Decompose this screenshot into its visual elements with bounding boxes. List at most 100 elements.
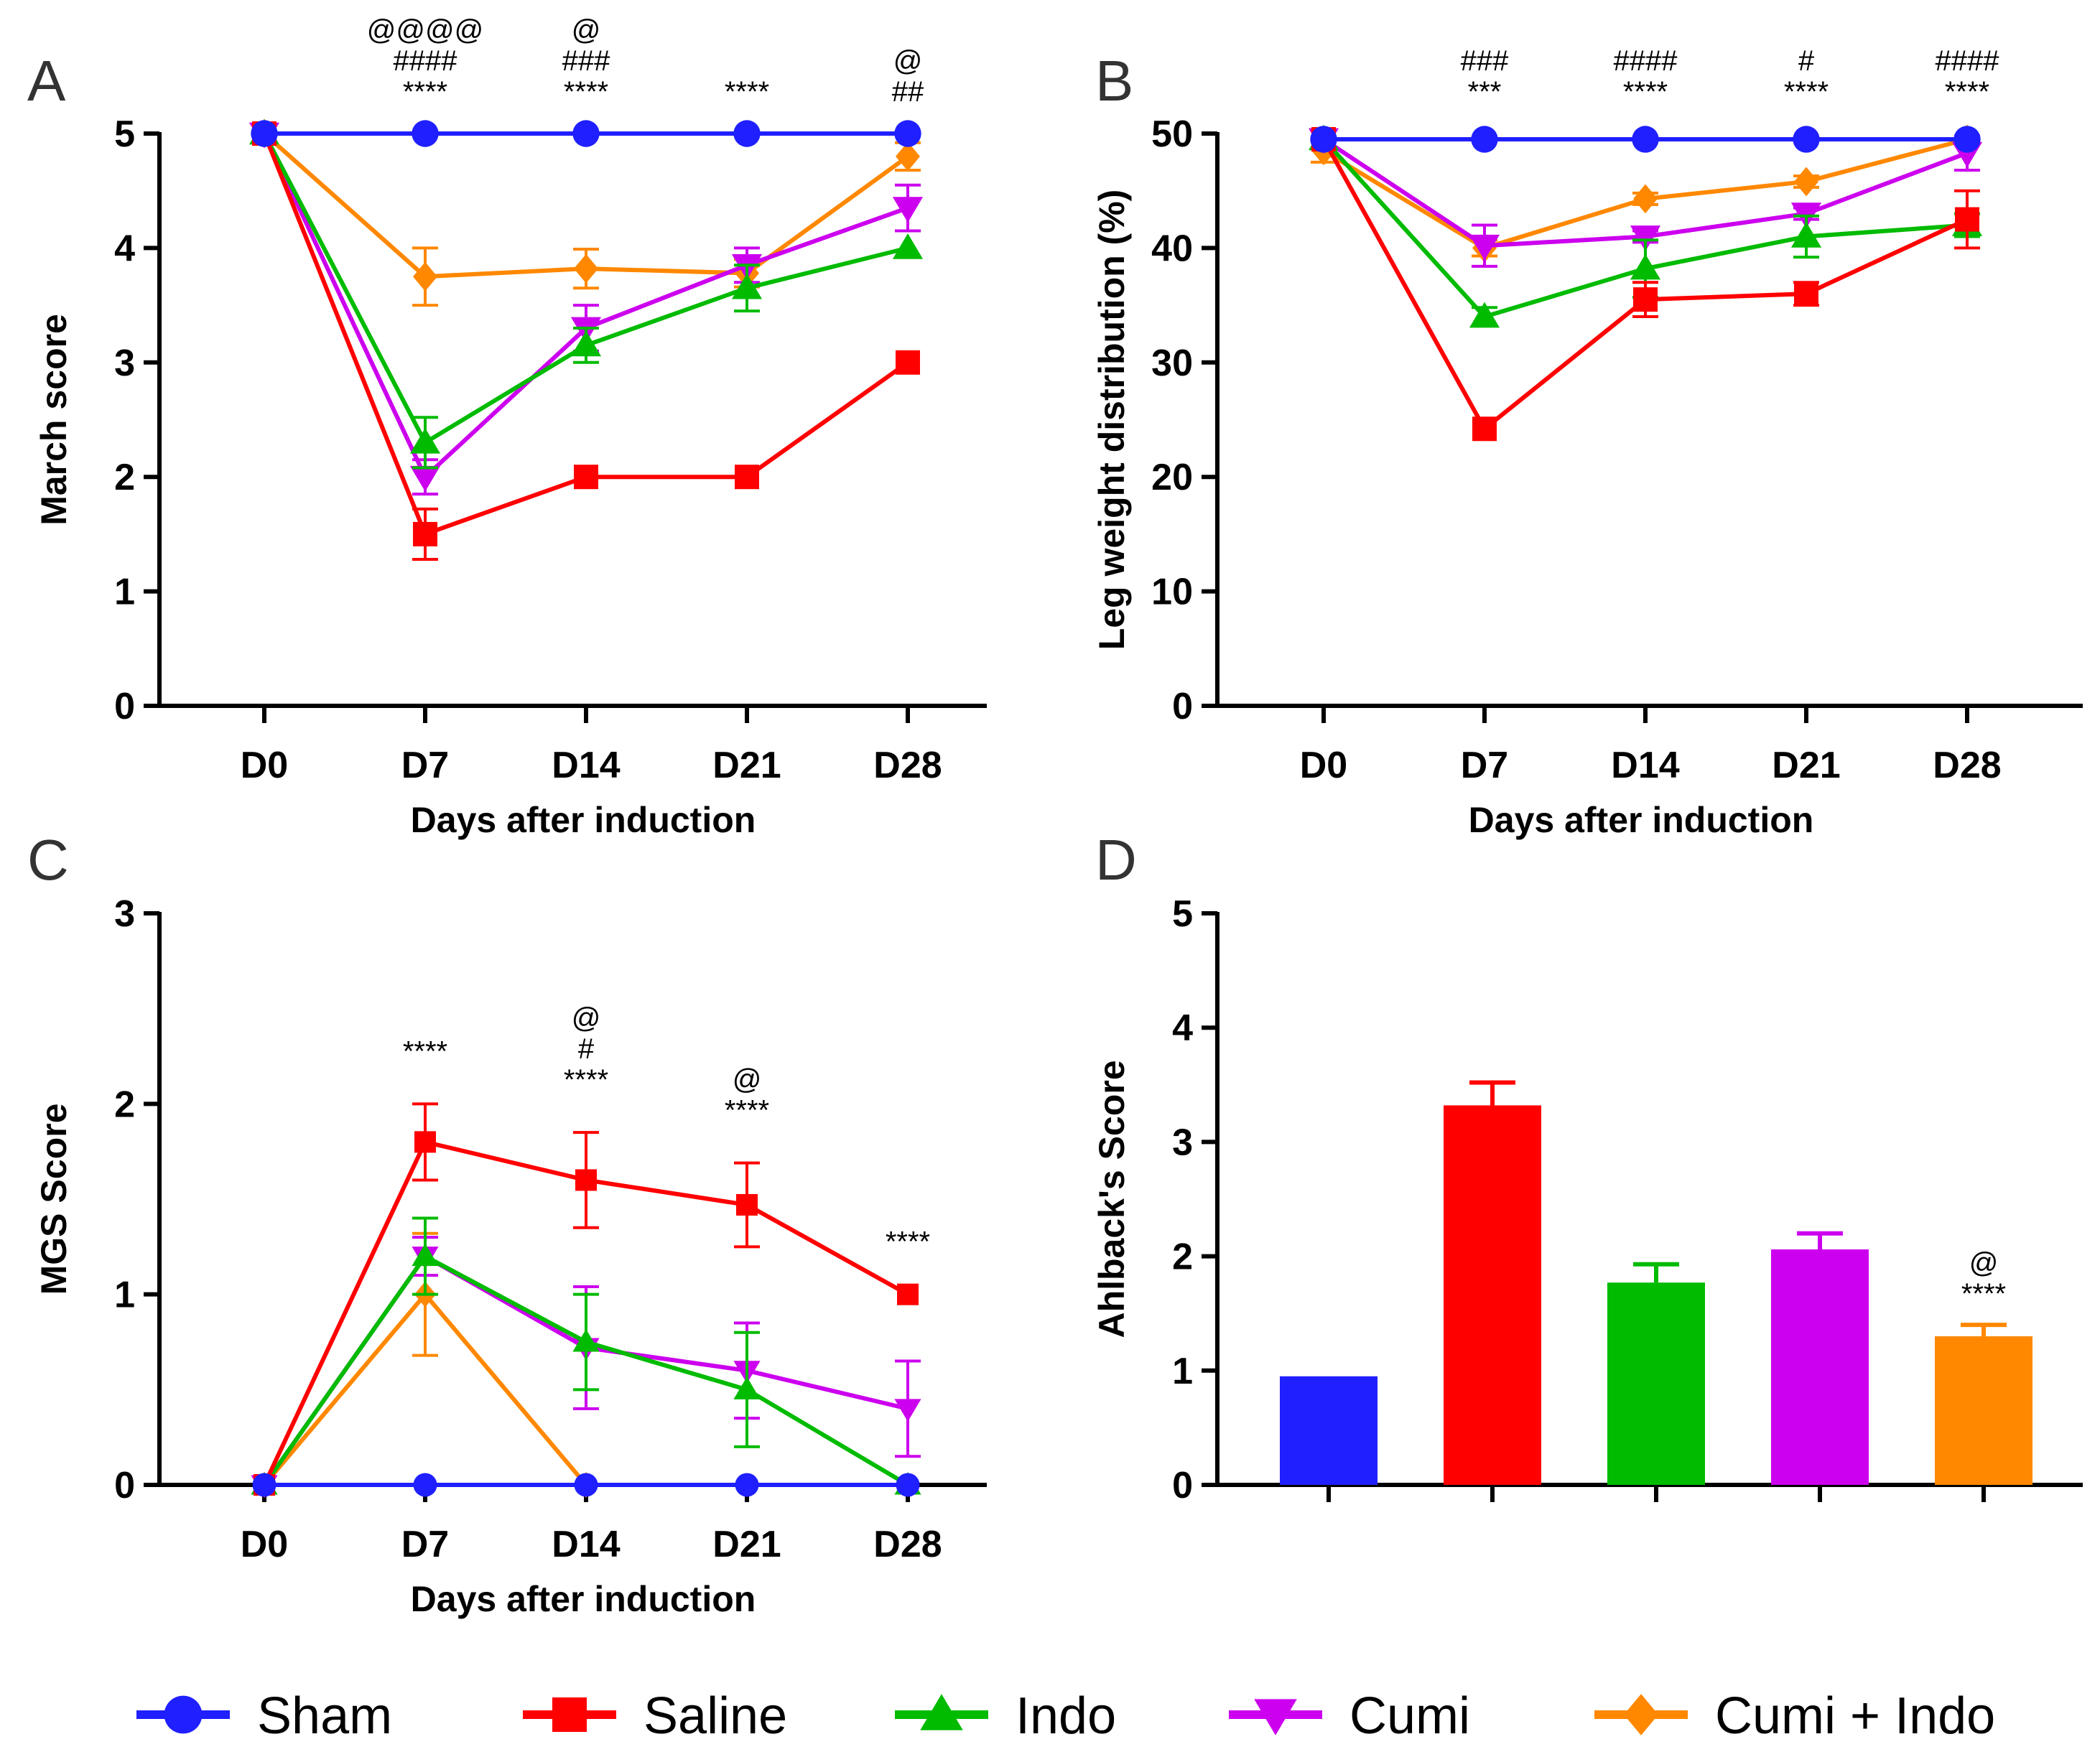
y-tick-label: 1 — [114, 1275, 135, 1316]
data-point — [1630, 225, 1661, 251]
data-point — [897, 1283, 919, 1305]
significance-label: ### — [562, 45, 610, 77]
panel-d: D 0 1 2 3 4 5 Ahlback's Score @**** — [1092, 828, 2083, 1506]
panel-b: B 0 10 20 30 40 50 D0 D7 D14 D21 D28 Days after indu… — [1092, 45, 2083, 840]
x-tick-label: D7 — [401, 1524, 449, 1565]
x-tick-label: D21 — [712, 1524, 781, 1565]
legend-marker — [164, 1695, 203, 1734]
y-tick-label: 4 — [114, 228, 135, 269]
significance-label: # — [578, 1033, 595, 1065]
x-axis-title: Days after induction — [411, 1579, 756, 1619]
data-point — [894, 1399, 921, 1422]
x-tick-label: D7 — [1461, 745, 1508, 786]
data-point — [1632, 126, 1659, 153]
data-point — [413, 261, 437, 292]
data-point — [1310, 126, 1337, 153]
legend-marker — [1254, 1699, 1297, 1735]
data-point — [1794, 281, 1818, 307]
significance-label: @ — [1969, 1247, 1999, 1279]
data-point — [1955, 207, 1979, 232]
legend-item-cumi-indo: Cumi + Indo — [1594, 1687, 1995, 1745]
x-axis-title: Days after induction — [1469, 800, 1814, 840]
panel-a: A 0 1 2 3 4 5 D0 D7 D14 D21 D28 Days after induction… — [27, 14, 987, 840]
x-tick-label: D21 — [712, 745, 781, 786]
significance-label: ### — [1461, 45, 1509, 77]
legend-marker — [1624, 1694, 1658, 1735]
legend: Sham Saline Indo Cumi Cumi + Indo — [136, 1687, 1995, 1745]
y-tick-label: 1 — [1172, 1351, 1193, 1392]
significance-label: **** — [403, 1035, 447, 1067]
data-point — [735, 465, 759, 490]
significance-label: @@@@ — [367, 14, 483, 46]
panel-letter: B — [1095, 49, 1133, 113]
bar-saline — [1444, 1105, 1541, 1485]
data-point — [1633, 287, 1658, 312]
y-axis-title: March score — [34, 314, 74, 526]
data-point — [1472, 416, 1497, 442]
series-saline — [254, 1102, 919, 1496]
x-tick-label: D14 — [552, 745, 620, 786]
y-tick-label: 0 — [1172, 1465, 1193, 1506]
data-point — [1790, 222, 1822, 248]
data-point — [252, 1473, 277, 1497]
significance-label: @ — [893, 45, 923, 77]
data-point — [896, 1473, 920, 1497]
significance-label: *** — [1468, 76, 1502, 108]
legend-marker — [920, 1694, 963, 1730]
data-point — [733, 1376, 761, 1399]
series-indo — [248, 118, 924, 470]
significance-label: **** — [1623, 76, 1668, 108]
legend-item-sham: Sham — [136, 1687, 392, 1745]
data-point — [412, 120, 439, 147]
series-saline — [1311, 126, 1980, 442]
legend-item-saline: Saline — [523, 1687, 787, 1745]
y-tick-label: 2 — [114, 457, 135, 498]
data-point — [894, 120, 921, 147]
x-tick-label: D14 — [1611, 745, 1679, 786]
y-tick-label: 20 — [1151, 457, 1193, 498]
panel-c: C 0 1 2 3 D0 D7 D14 D21 D28 Days after induction MG… — [27, 828, 987, 1619]
data-point — [735, 1473, 759, 1497]
data-point — [1794, 167, 1818, 197]
x-tick-label: D28 — [873, 1524, 942, 1565]
y-tick-label: 10 — [1151, 572, 1193, 613]
significance-label: **** — [564, 1064, 608, 1096]
legend-label: Cumi + Indo — [1715, 1687, 1995, 1745]
data-point — [731, 273, 763, 299]
data-point — [409, 427, 441, 454]
x-tick-label: D28 — [873, 745, 942, 786]
significance-label: **** — [1945, 76, 1989, 108]
legend-item-indo: Indo — [895, 1687, 1116, 1745]
series-sham — [252, 1473, 920, 1497]
y-tick-label: 5 — [1172, 893, 1193, 935]
y-tick-label: 3 — [114, 893, 135, 935]
significance-label: @ — [733, 1064, 762, 1096]
data-point — [574, 465, 598, 490]
significance-label: @ — [572, 1002, 601, 1034]
data-point — [1469, 234, 1500, 261]
data-point — [574, 253, 598, 284]
data-point — [572, 120, 600, 147]
data-point — [414, 1131, 436, 1153]
y-tick-label: 0 — [1172, 686, 1193, 727]
data-point — [736, 1193, 758, 1216]
significance-label: **** — [886, 1226, 930, 1258]
y-tick-label: 0 — [114, 1465, 135, 1506]
x-tick-label: D0 — [1300, 745, 1347, 786]
y-tick-label: 2 — [114, 1084, 135, 1125]
significance-label: @ — [572, 14, 601, 46]
data-point — [413, 521, 437, 546]
data-point — [896, 141, 920, 172]
legend-label: Sham — [257, 1687, 392, 1745]
significance-label: ## — [892, 76, 924, 108]
significance-label: **** — [725, 76, 769, 108]
data-point — [570, 330, 602, 357]
data-point — [574, 1473, 598, 1497]
x-tick-label: D28 — [1933, 745, 2001, 786]
series-sham — [1310, 126, 1981, 153]
y-axis-title: Ahlback's Score — [1092, 1060, 1132, 1338]
x-axis-title: Days after induction — [411, 800, 756, 840]
data-point — [1630, 253, 1661, 280]
data-point — [892, 233, 924, 259]
